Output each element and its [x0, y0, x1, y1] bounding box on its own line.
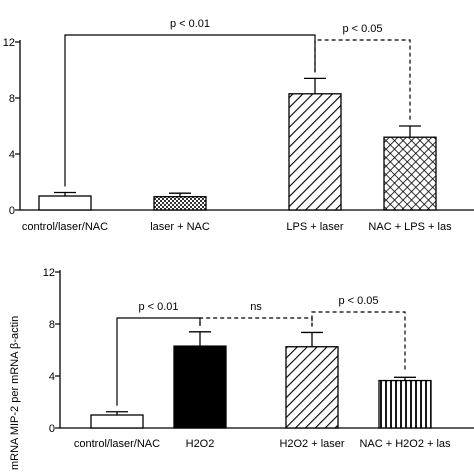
y-tick-label: 0: [49, 423, 55, 435]
significance-bracket: [199, 317, 313, 327]
x-category-label: H2O2 + laser: [279, 438, 344, 450]
x-category-label: laser + NAC: [150, 221, 210, 233]
y-axis-label: mRNA MIP-2 per mRNA β-actin: [9, 316, 21, 470]
significance-label: ns: [250, 301, 262, 313]
significance-bracket: [311, 311, 406, 372]
x-category-label: LPS + laser: [286, 221, 344, 233]
bar: [383, 136, 437, 211]
x-category-label: NAC + LPS + las: [368, 221, 452, 233]
significance-bracket: [314, 39, 411, 120]
bar: [173, 345, 227, 429]
y-tick-label: 4: [49, 371, 55, 383]
significance-label: p < 0.05: [342, 23, 382, 35]
significance-label: p < 0.05: [338, 295, 378, 307]
x-category-label: H2O2: [186, 438, 215, 450]
significance-bracket: [64, 34, 316, 187]
bar: [285, 346, 339, 429]
bar: [90, 414, 144, 429]
bar: [153, 196, 207, 211]
chart-panel-1: 0 4 8 12 control/laser/NAC laser + NAC LPS + l…: [3, 18, 474, 233]
bar: [38, 195, 92, 211]
y-tick-label: 4: [9, 149, 15, 161]
bar: [378, 379, 432, 429]
y-tick-label: 8: [9, 93, 15, 105]
x-category-label: NAC + H2O2 + las: [359, 438, 451, 450]
bar: [288, 93, 342, 211]
significance-label: p < 0.01: [138, 301, 178, 313]
y-tick-label: 8: [49, 319, 55, 331]
significance-label: p < 0.01: [170, 18, 210, 30]
y-tick-label: 0: [9, 205, 15, 217]
y-tick-label: 12: [43, 267, 55, 279]
x-category-label: control/laser/NAC: [22, 221, 108, 233]
y-tick-label: 12: [3, 37, 15, 49]
x-category-label: control/laser/NAC: [74, 438, 160, 450]
chart-panel-2: 0 4 8 12 control/laser/NAC H2O2 H2O2 + laser NA…: [43, 267, 474, 450]
